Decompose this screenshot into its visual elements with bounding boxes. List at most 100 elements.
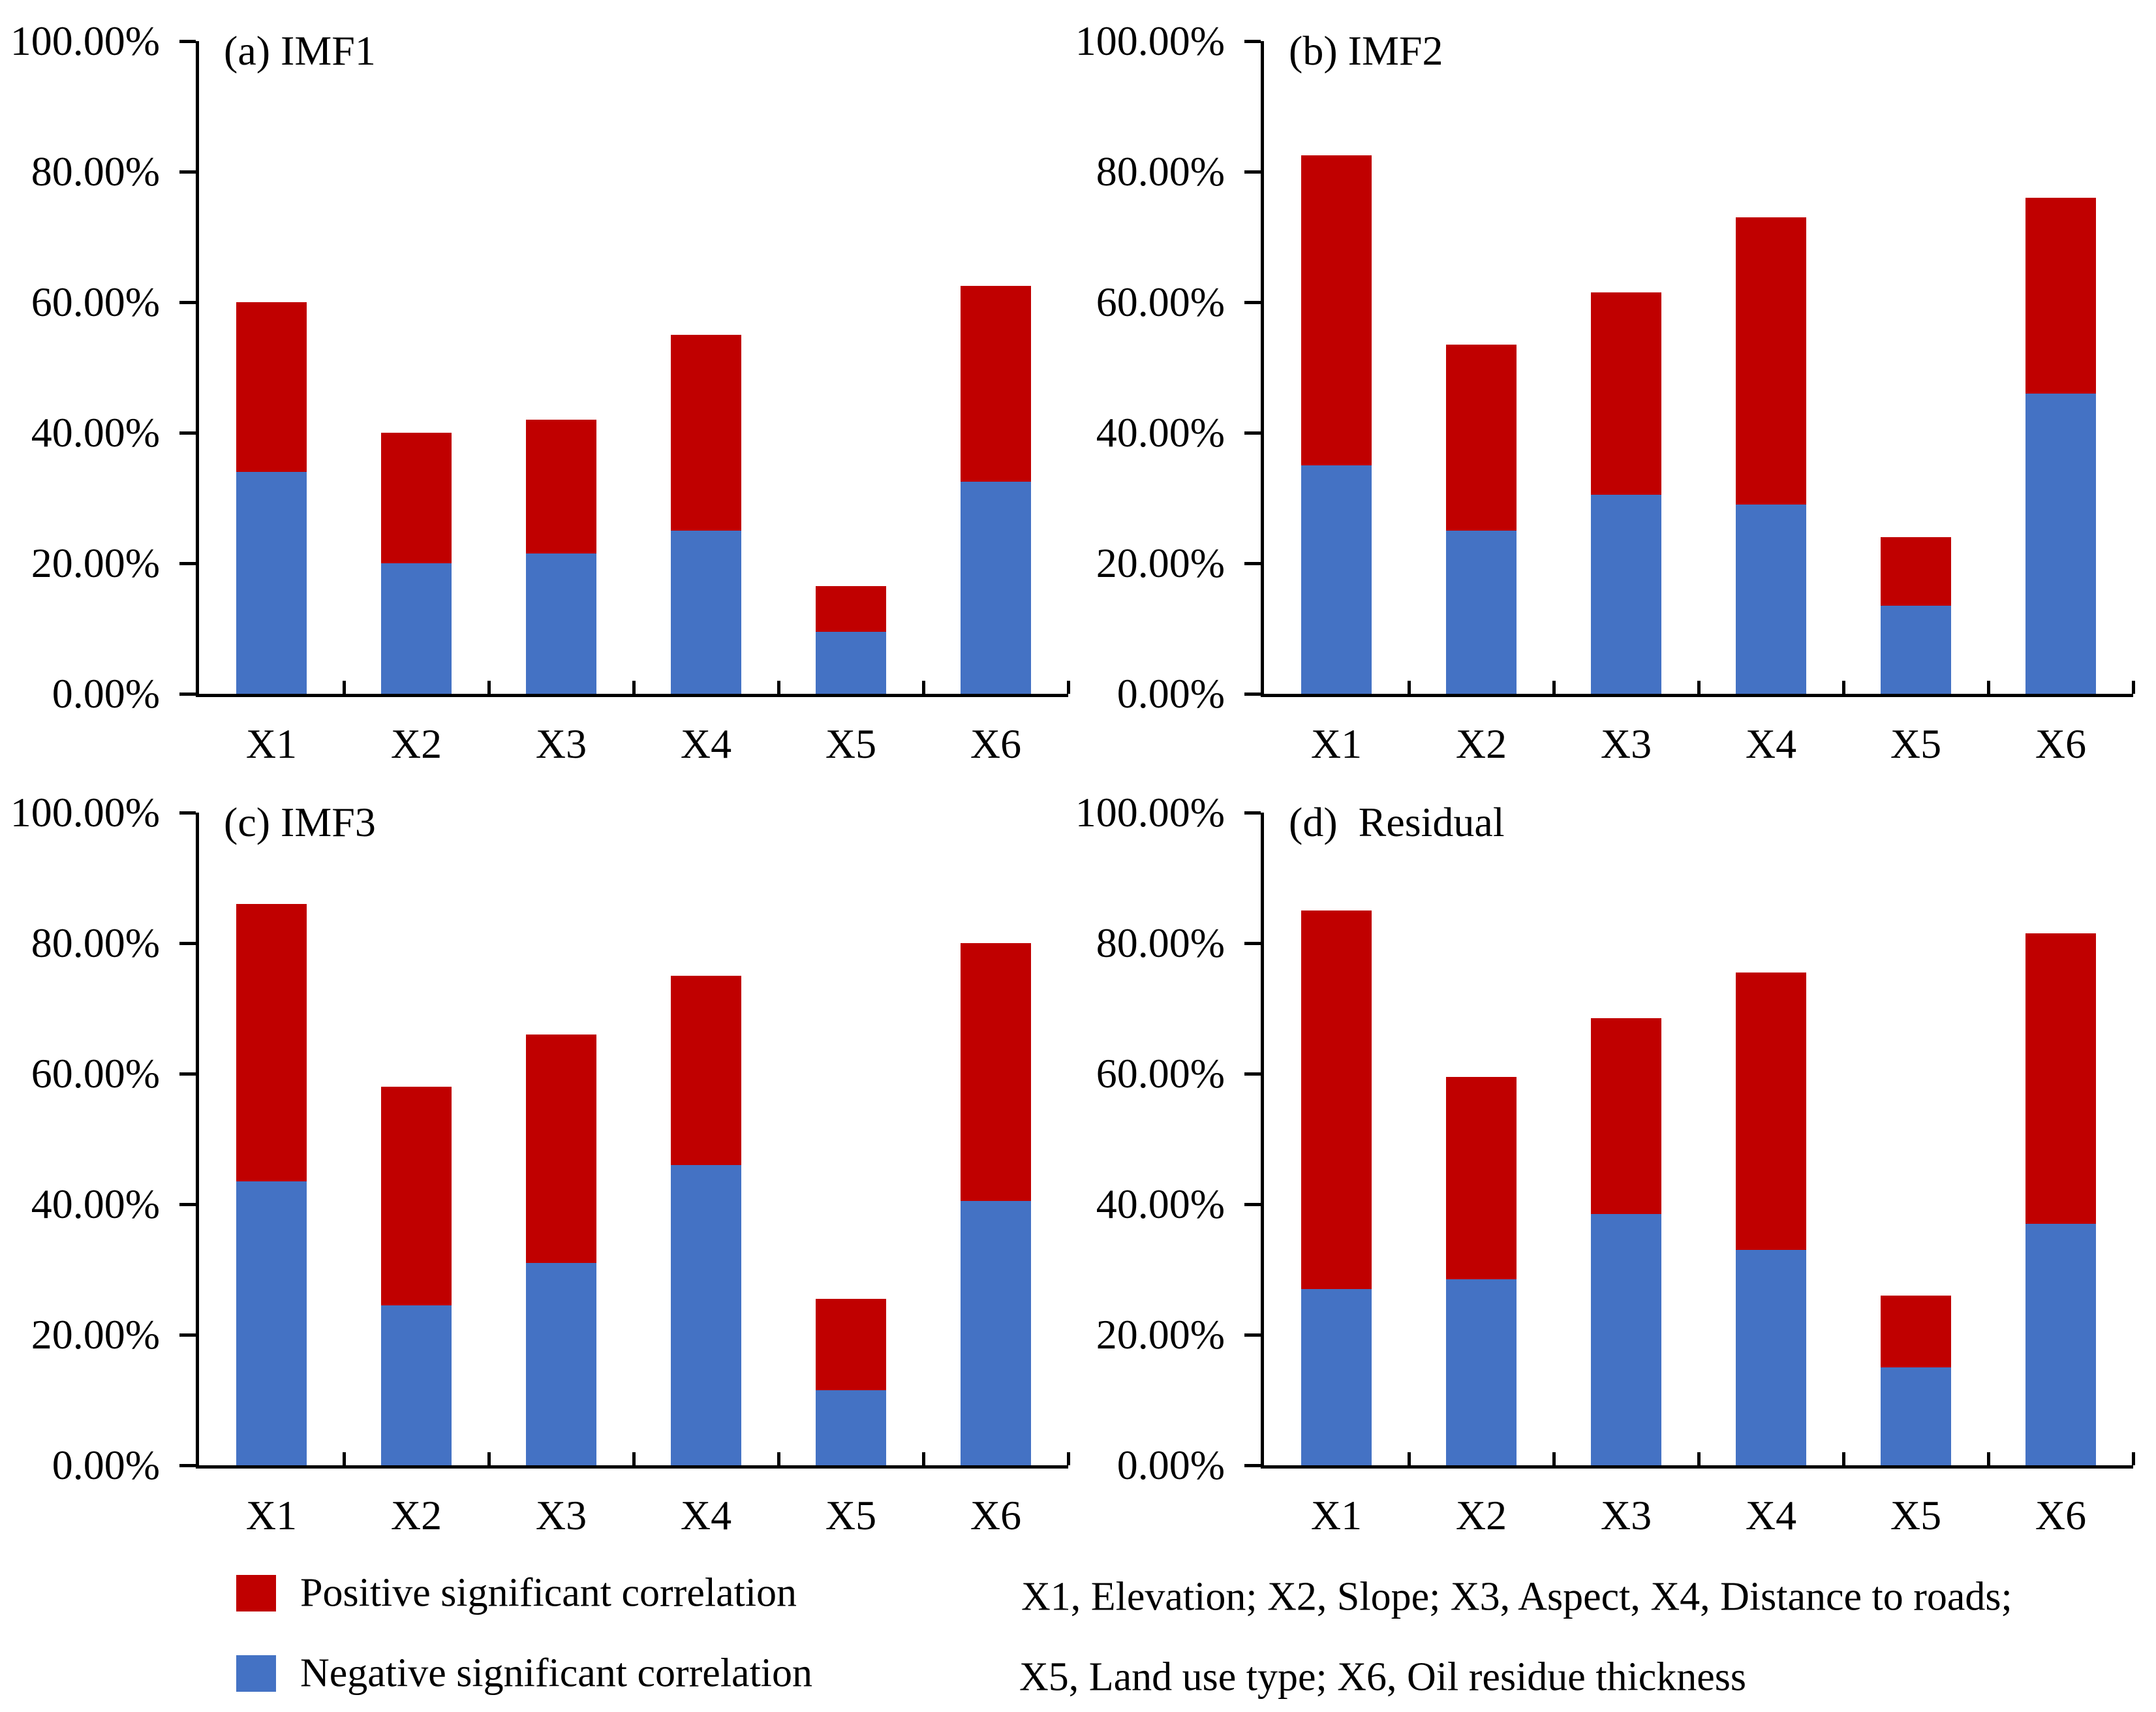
bar-c-x6 xyxy=(961,943,1031,1465)
bar-segment-positive xyxy=(816,1299,886,1390)
y-axis-tick xyxy=(179,1202,196,1206)
x-category-label: X2 xyxy=(1455,721,1507,767)
bar-segment-negative xyxy=(1446,531,1517,694)
y-axis-label: 100.00% xyxy=(10,18,160,64)
y-axis-label: 60.00% xyxy=(31,279,160,325)
x-category-label: X3 xyxy=(535,721,587,767)
bar-segment-positive xyxy=(2025,198,2096,394)
bar-segment-negative xyxy=(1591,495,1661,694)
bar-segment-positive xyxy=(236,302,307,472)
bar-a-x3 xyxy=(526,420,596,694)
bar-b-x2 xyxy=(1446,345,1517,694)
x-axis-tick xyxy=(2131,1452,2135,1465)
y-axis-tick xyxy=(179,941,196,945)
y-axis-label: 20.00% xyxy=(31,1311,160,1358)
x-axis-tick xyxy=(1841,1452,1845,1465)
y-axis-label: 60.00% xyxy=(1096,1050,1225,1097)
bar-d-x6 xyxy=(2025,933,2096,1465)
bar-d-x1 xyxy=(1301,910,1372,1465)
x-axis-tick xyxy=(632,681,636,694)
bar-segment-positive xyxy=(1301,910,1372,1289)
y-axis-label: 100.00% xyxy=(10,789,160,835)
y-axis-label: 40.00% xyxy=(1096,1181,1225,1227)
bar-segment-negative xyxy=(2025,394,2096,694)
y-axis-label: 80.00% xyxy=(1096,920,1225,966)
x-category-label: X2 xyxy=(390,721,442,767)
y-axis-label: 0.00% xyxy=(52,1442,160,1488)
bar-c-x2 xyxy=(381,1087,452,1465)
y-axis-label: 60.00% xyxy=(1096,279,1225,325)
y-axis-label: 20.00% xyxy=(31,540,160,586)
y-axis-tick xyxy=(179,170,196,174)
y-axis-tick xyxy=(1244,39,1261,43)
bar-segment-negative xyxy=(671,1165,741,1465)
y-axis-tick xyxy=(179,1463,196,1467)
x-axis-tick xyxy=(342,1452,346,1465)
y-axis-label: 40.00% xyxy=(31,1181,160,1227)
x-category-label: X6 xyxy=(970,1492,1022,1538)
y-axis-label: 20.00% xyxy=(1096,1311,1225,1358)
x-category-label: X2 xyxy=(390,1492,442,1538)
x-category-label: X5 xyxy=(825,1492,877,1538)
y-axis-label: 80.00% xyxy=(1096,148,1225,195)
bar-segment-negative xyxy=(236,1181,307,1465)
y-axis-label: 40.00% xyxy=(1096,409,1225,456)
bar-d-x2 xyxy=(1446,1077,1517,1465)
bar-segment-negative xyxy=(961,1201,1031,1465)
x-axis-tick xyxy=(1552,681,1556,694)
y-axis-tick xyxy=(179,39,196,43)
x-category-label: X4 xyxy=(680,721,732,767)
bar-segment-negative xyxy=(236,472,307,694)
bar-c-x1 xyxy=(236,904,307,1465)
y-axis-label: 100.00% xyxy=(1075,789,1225,835)
panel-d: (d) Residual 100.00% 80.00% 60.00% 40.00% 20.… xyxy=(1075,771,2156,1543)
bar-segment-positive xyxy=(1446,345,1517,531)
y-axis-tick xyxy=(179,692,196,696)
plot-area-a: (a) IMF1 100.00% 80.00% 60.00% 40.00% 20.00% 0… xyxy=(10,18,1070,767)
y-axis-tick xyxy=(179,1333,196,1337)
x-category-label: X1 xyxy=(245,1492,298,1538)
bar-c-x3 xyxy=(526,1035,596,1465)
x-axis-tick xyxy=(342,681,346,694)
bar-segment-positive xyxy=(2025,933,2096,1224)
x-category-label: X4 xyxy=(1745,721,1797,767)
x-axis-tick xyxy=(1986,681,1990,694)
bar-segment-positive xyxy=(526,420,596,553)
bar-b-x1 xyxy=(1301,155,1372,694)
bar-segment-positive xyxy=(1591,1018,1661,1214)
bar-segment-negative xyxy=(961,482,1031,694)
y-axis-label: 0.00% xyxy=(1116,670,1225,717)
panel-a: (a) IMF1 100.00% 80.00% 60.00% 40.00% 20.00% 0… xyxy=(0,0,1078,771)
footnote-line-1: X1, Elevation; X2, Slope; X3, Aspect, X4… xyxy=(1021,1574,2012,1619)
y-axis-tick xyxy=(1244,1333,1261,1337)
panel-title-d: (d) Residual xyxy=(1289,799,1505,845)
x-axis-tick xyxy=(1066,1452,1070,1465)
bar-segment-negative xyxy=(1301,1289,1372,1465)
panel-c: (c) IMF3 100.00% 80.00% 60.00% 40.00% 20.00% 0… xyxy=(0,771,1078,1543)
x-axis-tick xyxy=(921,1452,925,1465)
x-axis-tick xyxy=(487,1452,491,1465)
y-axis-tick xyxy=(179,811,196,815)
bar-a-x1 xyxy=(236,302,307,694)
bar-d-x4 xyxy=(1736,973,1806,1465)
x-category-label: X5 xyxy=(1890,1492,1942,1538)
legend-label-positive: Positive significant correlation xyxy=(300,1570,797,1615)
bar-a-x6 xyxy=(961,286,1031,694)
y-axis-tick xyxy=(1244,170,1261,174)
y-axis-label: 80.00% xyxy=(31,148,160,195)
bar-segment-positive xyxy=(1301,155,1372,465)
footnote-line-2: X5, Land use type; X6, Oil residue thick… xyxy=(1019,1655,1747,1700)
bar-segment-negative xyxy=(1736,1250,1806,1465)
y-axis-tick xyxy=(179,431,196,435)
bar-d-x3 xyxy=(1591,1018,1661,1465)
x-axis-tick xyxy=(1841,681,1845,694)
x-axis-tick xyxy=(1697,1452,1701,1465)
y-axis-tick xyxy=(1244,300,1261,304)
bar-segment-negative xyxy=(1881,1367,1951,1465)
bar-segment-negative xyxy=(816,632,886,694)
x-axis-tick xyxy=(1066,681,1070,694)
y-axis-label: 60.00% xyxy=(31,1050,160,1097)
panel-title-c: (c) IMF3 xyxy=(224,799,376,845)
x-axis-tick xyxy=(1552,1452,1556,1465)
x-axis-tick xyxy=(487,681,491,694)
